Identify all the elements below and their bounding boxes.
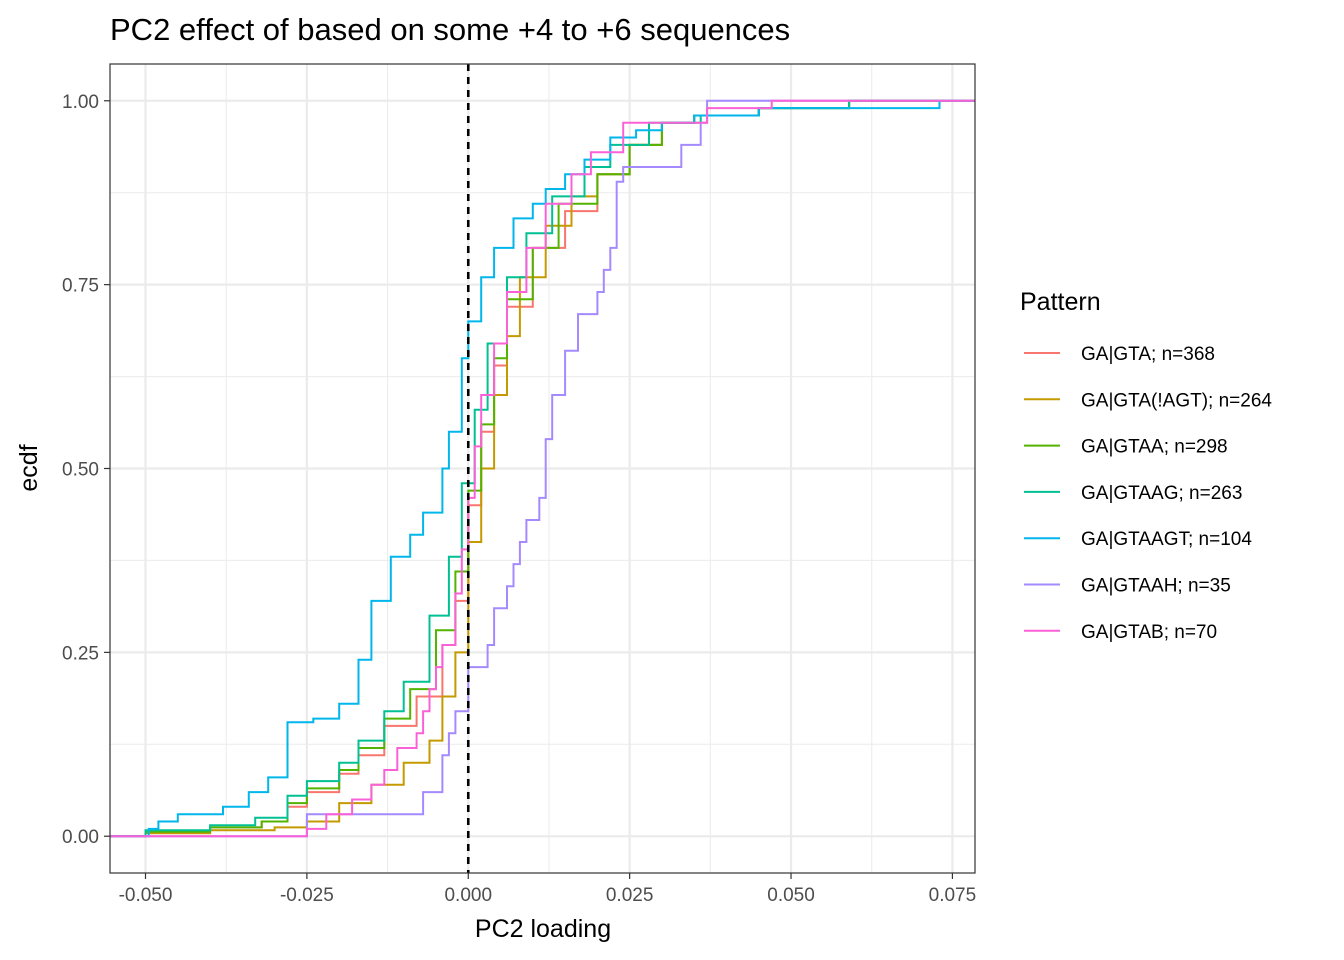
legend-label: GA|GTAA; n=298	[1081, 437, 1228, 458]
y-axis-title: ecdf	[15, 444, 43, 491]
x-axis-title: PC2 loading	[475, 915, 611, 943]
legend-label: GA|GTA(!AGT); n=264	[1081, 390, 1272, 411]
series-line-3	[110, 99, 975, 838]
series-line-5	[110, 99, 975, 838]
x-tick-label: 0.025	[606, 885, 654, 906]
legend: Pattern GA|GTA; n=368 GA|GTA(!AGT); n=264…	[1020, 288, 1272, 643]
legend-label: GA|GTAAG; n=263	[1081, 483, 1242, 504]
series-line-4	[110, 99, 975, 838]
x-tick-label: 0.000	[444, 885, 492, 906]
y-tick-label: 0.75	[62, 276, 99, 297]
x-tick-label: -0.025	[280, 885, 334, 906]
chart-title: PC2 effect of based on some +4 to +6 seq…	[110, 12, 790, 47]
plot-area: -0.050 -0.025 0.000 0.025 0.050 0.075 0.00 0.25…	[62, 63, 977, 906]
y-tick-label: 0.00	[62, 827, 99, 848]
x-tick-label: 0.050	[767, 885, 815, 906]
legend-label: GA|GTAB; n=70	[1081, 622, 1217, 643]
legend-title: Pattern	[1020, 288, 1101, 316]
x-tick-label: -0.050	[119, 885, 173, 906]
legend-label: GA|GTAAH; n=35	[1081, 576, 1231, 597]
legend-label: GA|GTAAGT; n=104	[1081, 529, 1252, 550]
y-tick-label: 0.25	[62, 643, 99, 664]
y-tick-label: 1.00	[62, 92, 99, 113]
y-tick-label: 0.50	[62, 460, 99, 481]
series-line-6	[110, 99, 975, 838]
legend-label: GA|GTA; n=368	[1081, 344, 1215, 365]
x-tick-label: 0.075	[929, 885, 977, 906]
